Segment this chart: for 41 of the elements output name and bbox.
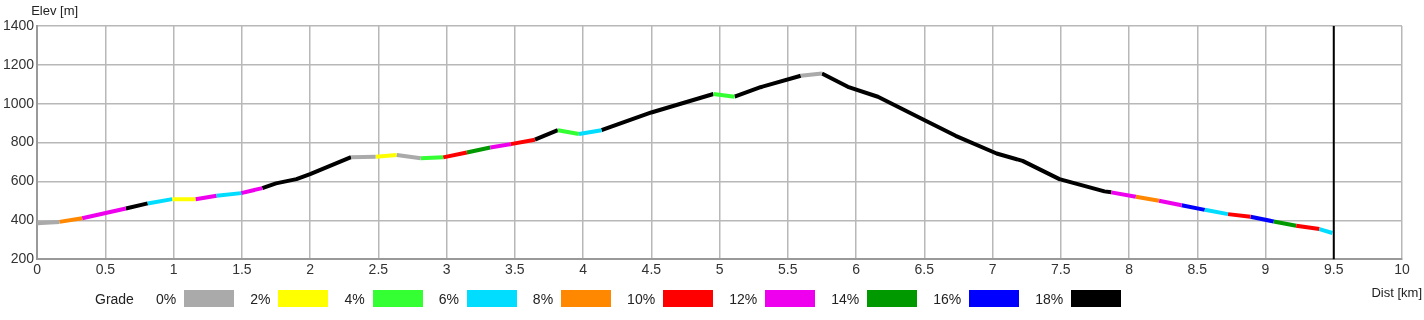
x-tick-label: 2.5 — [368, 261, 389, 278]
x-tick-label: 9 — [1261, 261, 1270, 278]
x-tick-label: 3.5 — [505, 261, 525, 278]
legend-label: 14% — [831, 290, 860, 307]
y-tick-label: 200 — [10, 250, 35, 267]
x-tick-label: 8 — [1125, 261, 1134, 278]
x-tick-label: 6 — [852, 261, 861, 278]
x-tick-label: 8.5 — [1187, 261, 1208, 278]
y-tick-label: 800 — [10, 133, 35, 150]
x-tick-label: 7 — [988, 261, 997, 278]
legend-label: 12% — [729, 290, 758, 307]
legend-label: 8% — [532, 290, 554, 307]
x-tick-label: 1 — [169, 261, 178, 278]
legend-label: 4% — [344, 290, 365, 307]
y-tick-label: 1000 — [2, 94, 35, 111]
legend-label: 16% — [933, 290, 962, 307]
legend-label: 0% — [155, 290, 177, 307]
x-tick-label: 7.5 — [1051, 261, 1071, 278]
y-tick-label: 1400 — [2, 16, 35, 33]
x-tick-label: 5.5 — [778, 261, 798, 278]
x-tick-label: 3 — [442, 261, 451, 278]
x-tick-label: 6.5 — [914, 261, 935, 278]
x-tick-label: 0.5 — [95, 261, 116, 278]
x-tick-label: 9.5 — [1324, 261, 1344, 278]
y-tick-label: 1200 — [2, 55, 35, 72]
x-tick-label: 5 — [715, 261, 724, 278]
legend-label: 10% — [627, 290, 656, 307]
x-tick-label: 4.5 — [641, 261, 662, 278]
x-tick-label: 2 — [306, 261, 315, 278]
y-tick-label: 400 — [10, 211, 35, 228]
legend-label: 2% — [250, 290, 271, 307]
x-tick-label: 1.5 — [232, 261, 252, 278]
legend-label: 18% — [1035, 290, 1064, 307]
x-axis-title: Dist [km] — [1371, 284, 1422, 300]
x-tick-label: 0 — [33, 261, 42, 278]
x-tick-label: 4 — [579, 261, 588, 278]
x-tick-label: 10 — [1394, 261, 1410, 278]
legend-label: 6% — [438, 290, 459, 307]
y-axis-title: Elev [m] — [31, 3, 79, 19]
y-tick-label: 600 — [10, 172, 35, 189]
legend-title: Grade — [95, 290, 134, 307]
